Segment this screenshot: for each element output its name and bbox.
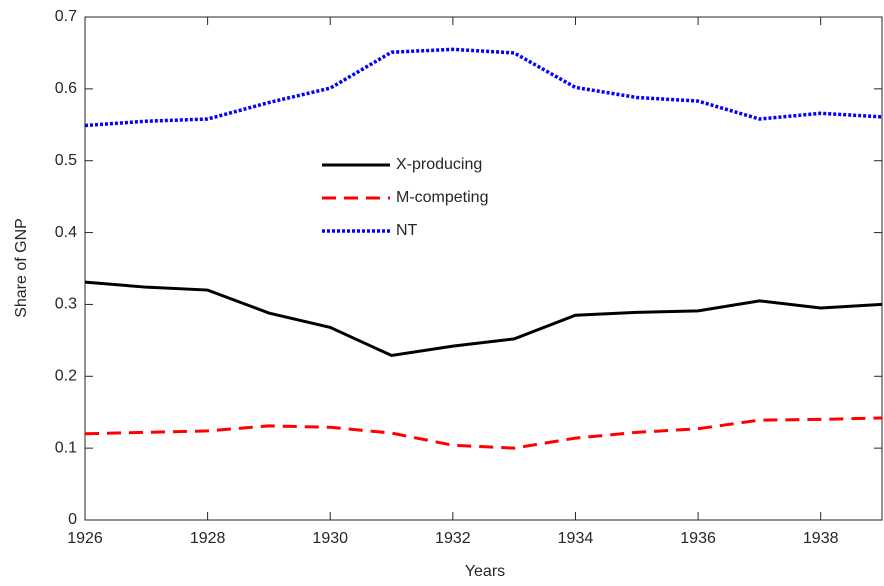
y-tick-label: 0.4: [55, 224, 77, 241]
x-tick-label: 1932: [435, 530, 471, 547]
y-tick-label: 0.6: [55, 80, 77, 97]
legend-label: NT: [396, 222, 418, 239]
series-line: [84, 416, 883, 450]
y-axis-label: Share of GNP: [13, 218, 30, 318]
x-tick-label: 1928: [190, 530, 226, 547]
y-tick-label: 0.3: [55, 296, 77, 313]
y-tick-label: 0.1: [55, 439, 77, 456]
series-line: [84, 47, 883, 128]
series-line: [84, 280, 883, 357]
y-tick-label: 0.5: [55, 152, 77, 169]
y-tick-label: 0: [68, 511, 77, 528]
x-tick-label: 1926: [67, 530, 103, 547]
y-tick-label: 0.2: [55, 368, 77, 385]
plot-frame: [84, 16, 883, 521]
y-tick-label: 0.7: [55, 8, 77, 25]
x-tick-label: 1934: [558, 530, 594, 547]
x-axis-label: Years: [465, 563, 505, 580]
x-tick-label: 1930: [312, 530, 348, 547]
x-tick-label: 1938: [803, 530, 839, 547]
legend-label: M-competing: [396, 189, 488, 206]
x-tick-label: 1936: [680, 530, 716, 547]
legend-label: X-producing: [396, 156, 482, 173]
